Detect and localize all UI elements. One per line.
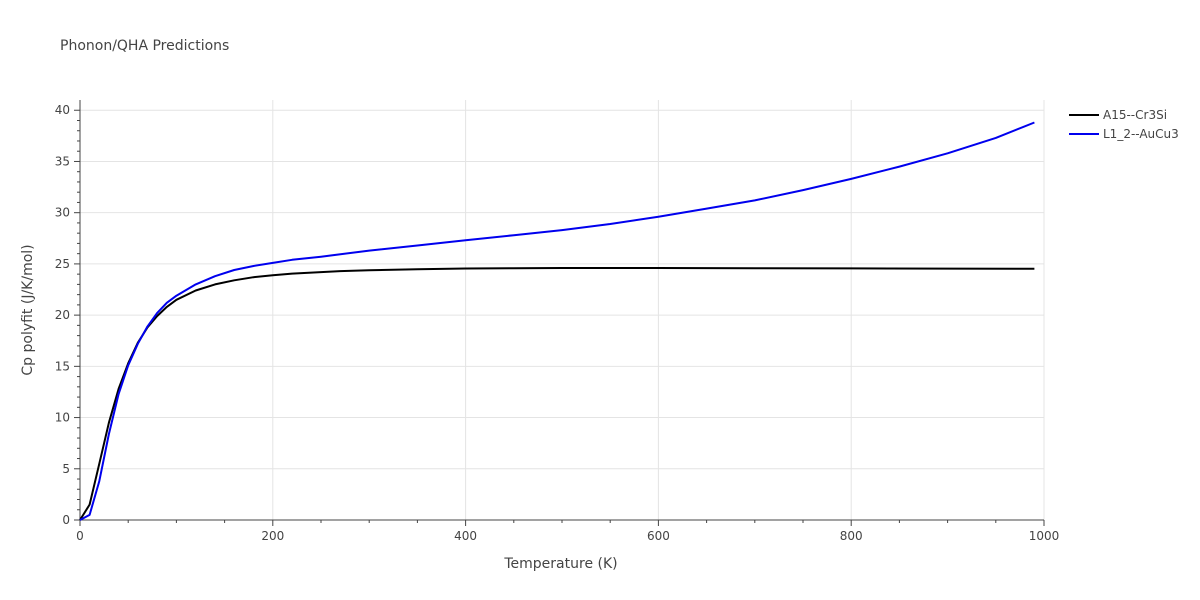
- y-tick-label: 30: [55, 206, 70, 220]
- y-tick-label: 5: [62, 462, 70, 476]
- y-tick-label: 10: [55, 411, 70, 425]
- x-tick-label: 0: [76, 529, 84, 543]
- grid: [80, 100, 1045, 520]
- x-tick-label: 1000: [1029, 529, 1060, 543]
- x-ticks: 0 200 400 600 800 1000: [76, 529, 1059, 543]
- x-axis-label: Temperature (K): [503, 556, 617, 572]
- y-ticks: 0 5 10 15 20 25 30 35 40: [55, 103, 70, 527]
- x-tick-label: 600: [647, 529, 670, 543]
- legend-label: A15--Cr3Si: [1103, 108, 1167, 122]
- x-tick-label: 800: [840, 529, 863, 543]
- series-line-L1_2--AuCu3: [79, 121, 1035, 521]
- series-group: [79, 121, 1035, 521]
- y-tick-label: 25: [55, 257, 70, 271]
- axes: [74, 100, 1045, 526]
- y-tick-label: 15: [55, 359, 70, 373]
- series-line-A15--Cr3Si: [79, 267, 1035, 521]
- legend[interactable]: A15--Cr3Si L1_2--AuCu3: [1069, 108, 1179, 141]
- legend-item-L1_2--AuCu3[interactable]: L1_2--AuCu3: [1069, 127, 1179, 141]
- y-tick-label: 40: [55, 103, 70, 117]
- y-axis-label: Cp polyfit (J/K/mol): [20, 244, 36, 375]
- x-tick-label: 400: [454, 529, 477, 543]
- x-tick-label: 200: [261, 529, 284, 543]
- chart-title: Phonon/QHA Predictions: [60, 38, 229, 54]
- y-tick-label: 20: [55, 308, 70, 322]
- legend-label: L1_2--AuCu3: [1103, 127, 1179, 141]
- y-tick-label: 0: [62, 513, 70, 527]
- y-tick-label: 35: [55, 154, 70, 168]
- legend-item-A15--Cr3Si[interactable]: A15--Cr3Si: [1069, 108, 1167, 122]
